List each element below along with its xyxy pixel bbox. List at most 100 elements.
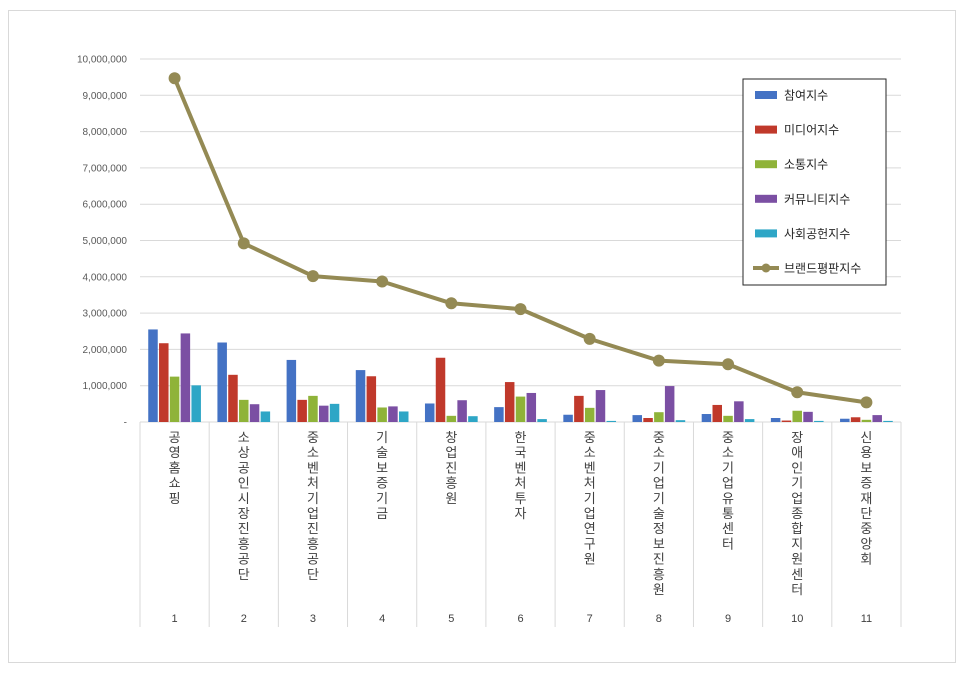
- y-tick-label: 4,000,000: [83, 272, 128, 283]
- y-tick-label: 3,000,000: [83, 309, 128, 320]
- bar-미디어지수: [712, 404, 722, 422]
- rank-label: 9: [725, 613, 731, 625]
- bar-미디어지수: [643, 418, 653, 422]
- bar-참여지수: [217, 342, 227, 422]
- bar-커뮤니티지수: [319, 405, 329, 422]
- bar-참여지수: [148, 329, 158, 422]
- rank-label: 6: [517, 613, 523, 625]
- bar-소통지수: [584, 407, 595, 422]
- bar-사회공헌지수: [260, 411, 271, 422]
- bar-소통지수: [377, 407, 387, 422]
- bar-커뮤니티지수: [249, 404, 260, 422]
- legend-box: [742, 78, 887, 286]
- point-브랜드평판지수: [652, 354, 665, 367]
- rank-label: 1: [172, 613, 178, 625]
- bar-참여지수: [632, 415, 643, 422]
- point-브랜드평판지수: [514, 303, 527, 316]
- bar-소통지수: [308, 395, 318, 422]
- bar-사회공헌지수: [883, 420, 893, 422]
- bar-커뮤니티지수: [803, 411, 813, 422]
- bar-커뮤니티지수: [872, 415, 882, 422]
- y-tick-label: 8,000,000: [83, 127, 128, 138]
- rank-label: 4: [379, 613, 385, 625]
- bar-참여지수: [424, 403, 435, 422]
- bar-소통지수: [446, 415, 457, 422]
- bar-사회공헌지수: [675, 420, 686, 422]
- bar-사회공헌지수: [814, 420, 824, 422]
- point-브랜드평판지수: [860, 396, 873, 409]
- bar-소통지수: [169, 376, 180, 422]
- y-tick-label: -: [124, 418, 127, 429]
- legend-label: 소통지수: [784, 158, 828, 172]
- legend-swatch: [755, 91, 777, 99]
- bar-참여지수: [701, 414, 712, 422]
- bar-소통지수: [515, 396, 526, 422]
- bar-미디어지수: [228, 374, 238, 422]
- bar-커뮤니티지수: [595, 390, 606, 422]
- bar-참여지수: [563, 414, 573, 422]
- point-브랜드평판지수: [376, 275, 389, 288]
- point-브랜드평판지수: [791, 386, 804, 399]
- bar-커뮤니티지수: [180, 333, 191, 422]
- point-브랜드평판지수: [237, 237, 250, 250]
- legend-label: 사회공헌지수: [784, 227, 850, 241]
- bar-미디어지수: [781, 420, 792, 422]
- bar-미디어지수: [366, 376, 377, 422]
- bar-사회공헌지수: [398, 411, 409, 422]
- bar-참여지수: [494, 407, 504, 422]
- bar-미디어지수: [297, 399, 307, 422]
- y-tick-label: 7,000,000: [83, 163, 128, 174]
- y-tick-label: 6,000,000: [83, 200, 128, 211]
- bar-사회공헌지수: [329, 403, 340, 422]
- point-브랜드평판지수: [306, 270, 319, 283]
- y-tick-label: 10,000,000: [77, 55, 127, 66]
- y-tick-label: 2,000,000: [83, 345, 128, 356]
- bar-참여지수: [355, 370, 366, 422]
- rank-label: 10: [791, 613, 803, 625]
- bar-미디어지수: [504, 382, 515, 422]
- point-브랜드평판지수: [722, 358, 735, 371]
- bar-사회공헌지수: [191, 385, 201, 422]
- bar-소통지수: [861, 419, 872, 422]
- point-브랜드평판지수: [168, 72, 181, 85]
- legend-label: 미디어지수: [784, 123, 839, 137]
- bar-커뮤니티지수: [664, 386, 675, 422]
- legend-marker: [761, 263, 771, 273]
- legend-swatch: [755, 160, 777, 169]
- point-브랜드평판지수: [445, 297, 458, 310]
- legend-label: 브랜드평판지수: [784, 262, 861, 276]
- bar-커뮤니티지수: [526, 392, 537, 422]
- bar-소통지수: [792, 410, 802, 422]
- rank-label: 7: [587, 613, 593, 625]
- legend-swatch: [755, 125, 777, 134]
- bar-사회공헌지수: [468, 416, 478, 422]
- rank-label: 5: [448, 613, 454, 625]
- bar-참여지수: [770, 418, 781, 422]
- bar-커뮤니티지수: [388, 406, 398, 422]
- bar-사회공헌지수: [537, 419, 547, 422]
- bar-소통지수: [654, 412, 664, 422]
- legend-swatch: [755, 229, 777, 238]
- rank-label: 8: [656, 613, 662, 625]
- point-브랜드평판지수: [583, 332, 596, 345]
- bar-사회공헌지수: [744, 419, 755, 422]
- bar-커뮤니티지수: [734, 401, 744, 422]
- rank-label: 3: [310, 613, 316, 625]
- legend-label: 커뮤니티지수: [784, 192, 850, 206]
- bar-미디어지수: [850, 417, 861, 422]
- legend-label: 참여지수: [784, 89, 828, 103]
- bar-참여지수: [840, 418, 850, 422]
- bar-사회공헌지수: [606, 420, 617, 422]
- y-tick-label: 9,000,000: [83, 91, 128, 102]
- rank-label: 11: [861, 613, 872, 625]
